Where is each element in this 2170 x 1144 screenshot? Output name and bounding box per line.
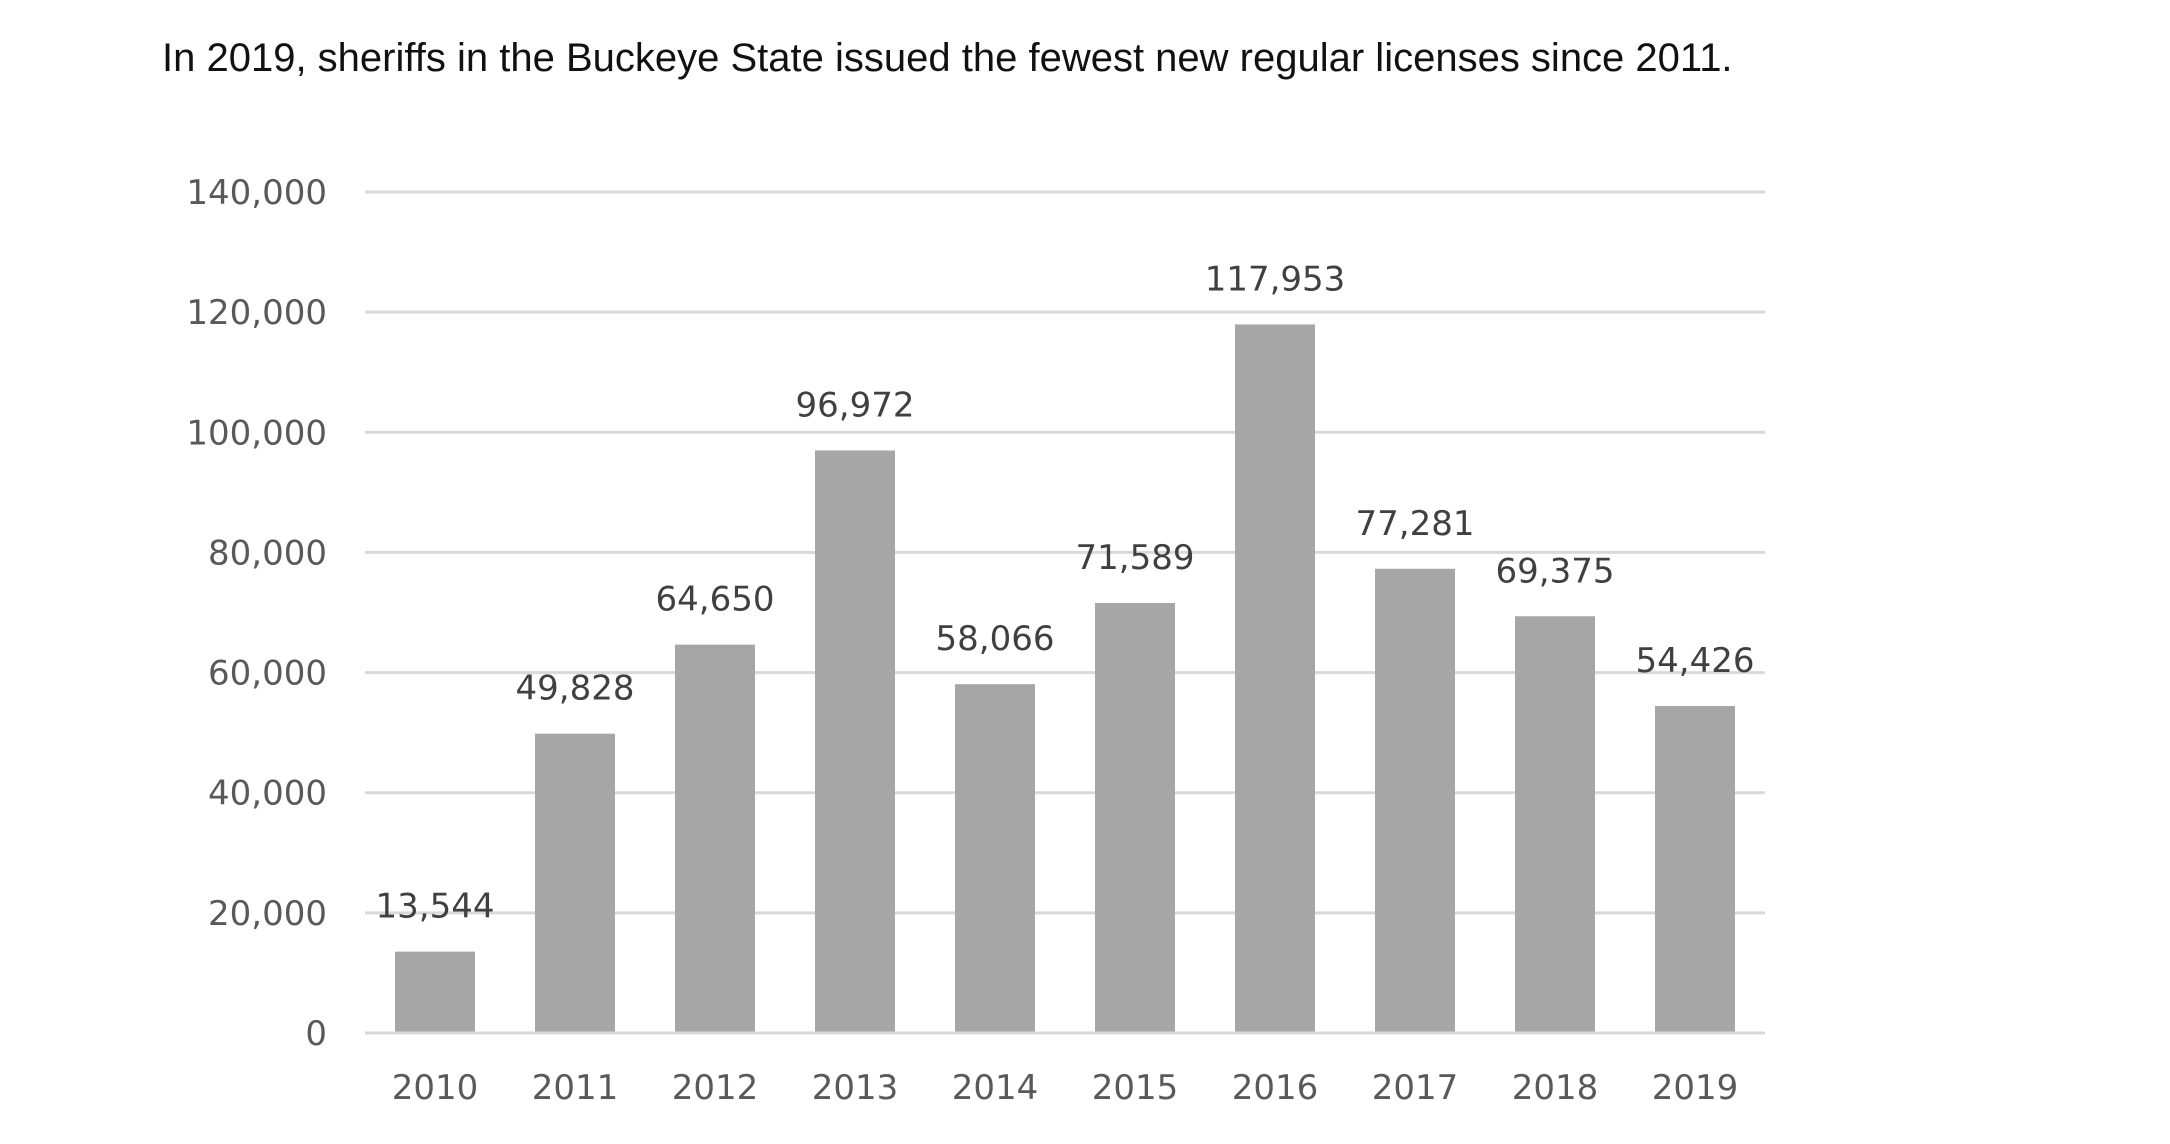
x-tick-label: 2010	[392, 1068, 479, 1108]
data-label: 54,426	[1636, 641, 1755, 681]
data-label: 58,066	[936, 619, 1055, 659]
y-tick-label: 80,000	[208, 533, 327, 573]
bar	[675, 644, 755, 1033]
x-tick-label: 2014	[952, 1068, 1039, 1108]
y-tick-label: 40,000	[208, 774, 327, 814]
data-label: 77,281	[1356, 504, 1475, 544]
y-tick-label: 0	[305, 1014, 327, 1054]
data-label: 117,953	[1205, 259, 1346, 299]
bar	[395, 951, 475, 1033]
data-label: 96,972	[796, 385, 915, 425]
bar	[1095, 602, 1175, 1033]
data-labels: 13,544 49,828 64,650 96,972 58,066 71,589 117,…	[376, 259, 1755, 926]
data-label: 64,650	[656, 580, 775, 620]
bar	[1515, 616, 1595, 1033]
x-tick-label: 2016	[1232, 1068, 1319, 1108]
bar	[1655, 706, 1735, 1033]
chart-title: In 2019, sheriffs in the Buckeye State i…	[162, 36, 1733, 80]
x-tick-label: 2015	[1092, 1068, 1179, 1108]
bar	[1235, 324, 1315, 1034]
y-tick-label: 20,000	[208, 894, 327, 934]
bar	[815, 450, 895, 1033]
x-tick-label: 2019	[1652, 1068, 1739, 1108]
x-axis-tick-labels: 2010 2011 2012 2013 2014 2015 2016 2017 2018 2019	[392, 1068, 1739, 1108]
y-tick-label: 100,000	[186, 413, 327, 453]
y-tick-label: 140,000	[186, 173, 327, 213]
data-label: 69,375	[1496, 551, 1615, 591]
bar	[955, 684, 1035, 1033]
bars	[395, 324, 1735, 1034]
x-tick-label: 2013	[812, 1068, 899, 1108]
data-label: 71,589	[1076, 538, 1195, 578]
x-tick-label: 2017	[1372, 1068, 1459, 1108]
x-tick-label: 2018	[1512, 1068, 1599, 1108]
bar	[535, 733, 615, 1033]
bar	[1375, 568, 1455, 1033]
y-axis-tick-labels: 0 20,000 40,000 60,000 80,000 100,000 120,000 1…	[186, 173, 327, 1054]
x-tick-label: 2012	[672, 1068, 759, 1108]
data-label: 13,544	[376, 887, 495, 927]
y-tick-label: 120,000	[186, 293, 327, 333]
data-label: 49,828	[516, 669, 635, 709]
y-tick-label: 60,000	[208, 654, 327, 694]
x-tick-label: 2011	[532, 1068, 619, 1108]
